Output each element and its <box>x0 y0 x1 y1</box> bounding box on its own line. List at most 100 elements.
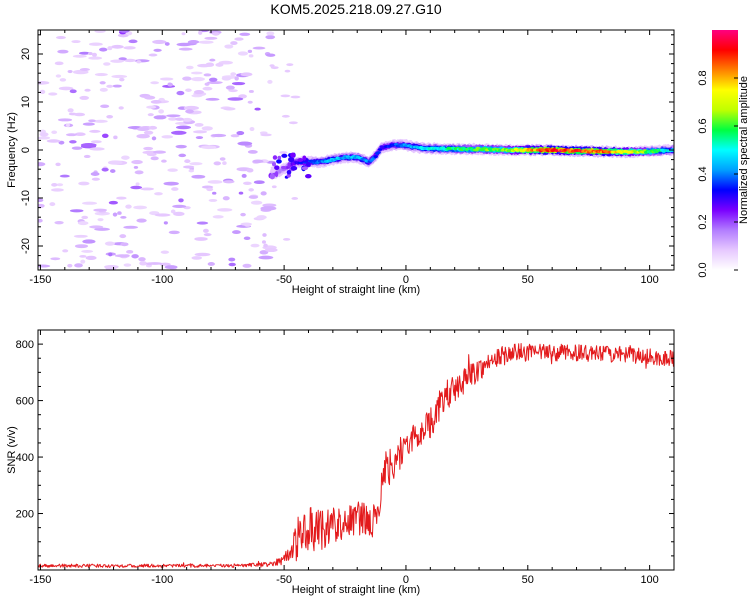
colorbar-label: Normalized spectral amplitude <box>738 76 750 224</box>
noise-blob <box>232 230 241 235</box>
noise-blob <box>150 81 160 85</box>
spectrogram-y-ticks: -20 -10 0 10 20 <box>20 34 674 266</box>
noise-blob <box>212 191 217 195</box>
noise-blob <box>99 87 108 92</box>
noise-blob <box>119 234 127 239</box>
noise-blob <box>55 162 61 167</box>
noise-blob <box>107 160 123 165</box>
noise-blob <box>243 236 251 241</box>
noise-blob <box>56 183 64 187</box>
noise-blob <box>136 134 150 139</box>
noise-blob <box>223 180 235 184</box>
noise-blob <box>258 255 274 260</box>
noise-blob <box>82 239 96 244</box>
noise-blob <box>260 191 267 196</box>
ridge-segment <box>373 155 378 158</box>
noise-blob <box>104 241 115 246</box>
noise-blob <box>209 58 216 62</box>
ridge-onset-blob <box>302 155 307 161</box>
noise-blob <box>151 136 157 141</box>
ridge-onset-blob <box>274 171 279 178</box>
noise-blob <box>120 242 129 247</box>
noise-blob <box>222 161 227 165</box>
noise-blob <box>58 86 74 91</box>
noise-blob <box>222 196 230 201</box>
x-tick-label: 0 <box>403 274 409 286</box>
noise-blob <box>101 167 109 172</box>
colorbar-ticks: 0.0 0.2 0.4 0.6 0.8 <box>697 70 738 278</box>
y-tick-label: 10 <box>20 96 32 108</box>
spectrogram-ridge <box>268 138 674 180</box>
noise-blob <box>94 227 110 231</box>
noise-blob <box>188 169 195 173</box>
noise-blob <box>39 132 49 137</box>
noise-blob <box>140 187 155 191</box>
noise-blob <box>194 252 211 257</box>
ridge-segment <box>376 151 381 154</box>
noise-blob <box>175 117 185 121</box>
noise-blob <box>163 221 168 225</box>
noise-blob <box>153 48 162 52</box>
noise-blob <box>234 37 244 41</box>
x-tick-label: -150 <box>29 274 51 286</box>
noise-blob <box>193 130 208 134</box>
noise-blob <box>103 62 111 66</box>
noise-blob <box>281 114 290 118</box>
noise-blob <box>148 125 158 130</box>
x-tick-label: -150 <box>29 574 51 586</box>
noise-blob <box>291 197 299 200</box>
noise-blob <box>88 42 103 46</box>
noise-blob <box>239 32 251 36</box>
noise-blob <box>153 115 167 120</box>
noise-blob <box>46 139 61 143</box>
ridge-onset-blob <box>305 161 311 167</box>
ridge-onset-blob <box>269 173 275 180</box>
noise-blob <box>200 145 217 150</box>
noise-blob <box>159 77 174 81</box>
noise-blob <box>38 81 50 85</box>
noise-blob <box>125 204 132 209</box>
noise-blob <box>178 198 184 203</box>
noise-blob <box>207 81 223 85</box>
noise-blob <box>91 177 100 181</box>
y-tick-label: 0 <box>20 147 32 153</box>
noise-blob <box>256 215 267 220</box>
noise-blob <box>89 129 101 133</box>
noise-blob <box>123 263 132 267</box>
noise-blob <box>171 130 187 135</box>
noise-blob <box>271 185 277 189</box>
noise-blob <box>153 150 166 154</box>
noise-blob <box>189 162 203 166</box>
snr-background <box>38 330 674 570</box>
ridge-onset-blob <box>281 153 288 158</box>
colorbar-tick-label: 0.4 <box>697 166 709 181</box>
noise-blob <box>118 57 127 61</box>
noise-blob <box>263 243 268 248</box>
noise-blob <box>38 162 46 167</box>
noise-blob <box>93 208 108 212</box>
noise-blob <box>146 105 157 109</box>
noise-blob <box>62 249 69 253</box>
noise-blob <box>79 254 87 258</box>
noise-blob <box>198 40 214 44</box>
noise-blob <box>143 146 154 151</box>
noise-blob <box>154 192 163 196</box>
spectrogram-noise-blobs <box>38 30 301 270</box>
ridge-onset-blob <box>290 166 298 171</box>
noise-blob <box>80 259 86 264</box>
noise-blob <box>182 76 192 81</box>
x-tick-label: 100 <box>640 274 658 286</box>
noise-blob <box>91 52 98 57</box>
noise-blob <box>84 88 91 92</box>
ridge-onset-blob <box>272 155 278 160</box>
noise-blob <box>123 46 136 50</box>
noise-blob <box>195 136 204 140</box>
noise-blob <box>108 252 113 257</box>
noise-blob <box>247 100 253 104</box>
noise-blob <box>282 237 291 241</box>
noise-blob <box>178 153 187 158</box>
noise-blob <box>261 240 266 244</box>
noise-blob <box>133 205 148 210</box>
noise-blob <box>260 206 277 211</box>
